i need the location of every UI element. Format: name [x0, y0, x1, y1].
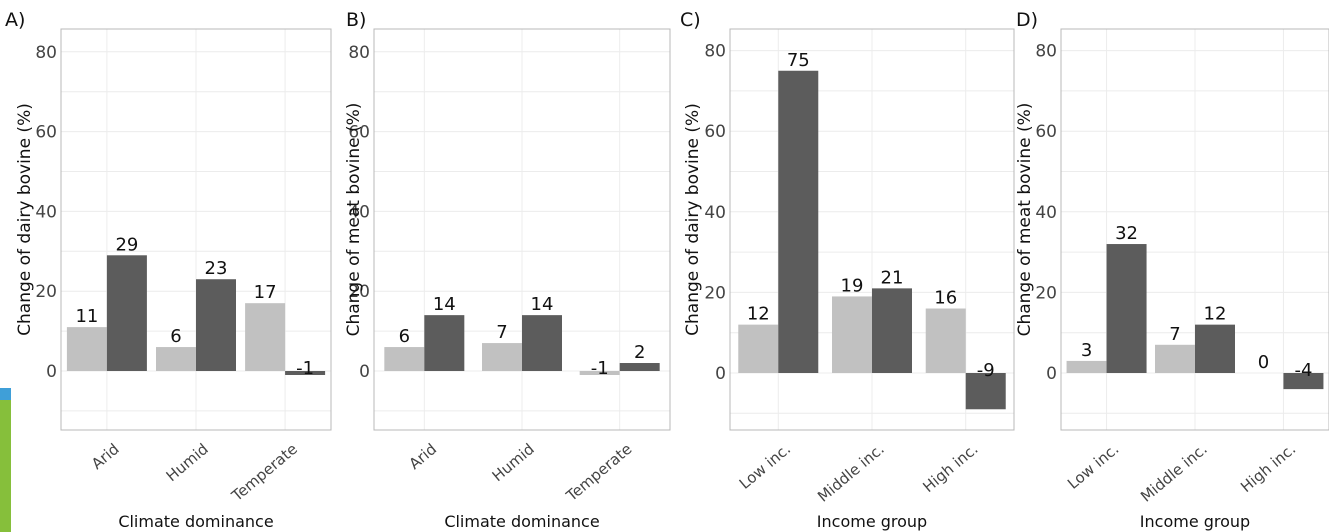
- bar: [579, 371, 620, 375]
- bar: [832, 296, 872, 373]
- data-label: -9: [977, 360, 995, 381]
- y-tick-label: 60: [348, 123, 370, 143]
- bar: [245, 303, 286, 371]
- panel-label: B): [346, 9, 366, 31]
- data-label: 19: [841, 275, 864, 296]
- x-tick-label: High inc.: [919, 440, 981, 496]
- data-label: 75: [787, 50, 810, 71]
- y-tick-label: 80: [704, 42, 726, 62]
- data-label: 14: [433, 294, 456, 315]
- bar: [778, 70, 819, 373]
- bar: [1066, 360, 1107, 373]
- bar: [482, 343, 522, 371]
- bar: [66, 327, 107, 371]
- y-tick-label: 0: [46, 362, 57, 382]
- x-tick-label: Temperate: [227, 440, 300, 506]
- data-label: 11: [75, 306, 98, 327]
- y-tick-label: 20: [35, 282, 57, 302]
- data-label: 0: [1258, 352, 1269, 373]
- data-label: 29: [115, 234, 138, 255]
- y-tick-label: 80: [348, 43, 370, 63]
- bar: [196, 279, 236, 371]
- bar: [738, 324, 779, 373]
- data-label: 21: [881, 267, 904, 288]
- data-label: 23: [205, 258, 228, 279]
- panel-label: A): [5, 9, 25, 31]
- y-tick-label: 60: [1035, 122, 1057, 142]
- data-label: 6: [399, 326, 410, 347]
- y-axis-label: Change of meat bovine (%): [344, 103, 364, 337]
- x-axis-label: Income group: [817, 512, 927, 531]
- data-label: 16: [934, 288, 957, 309]
- panel-label: D): [1016, 9, 1038, 31]
- bar: [1106, 244, 1147, 373]
- bar: [619, 363, 660, 371]
- y-tick-label: 80: [35, 43, 57, 63]
- x-tick-label: Arid: [88, 440, 123, 473]
- data-label: 14: [531, 294, 554, 315]
- data-label: 7: [1169, 324, 1180, 345]
- bar: [106, 255, 147, 371]
- data-label: 32: [1115, 223, 1138, 244]
- y-tick-label: 20: [348, 282, 370, 302]
- y-tick-label: 20: [1035, 283, 1057, 303]
- plot-frame: [60, 28, 332, 431]
- x-axis-label: Climate dominance: [118, 512, 273, 531]
- data-label: -1: [591, 358, 609, 379]
- plot-frame: [1060, 28, 1329, 431]
- y-tick-label: 60: [35, 123, 57, 143]
- x-tick-label: Temperate: [562, 440, 635, 506]
- x-axis-label: Income group: [1140, 512, 1250, 531]
- bar: [1155, 344, 1195, 373]
- x-tick-label: Arid: [405, 440, 440, 473]
- x-tick-label: Middle inc.: [1137, 440, 1211, 506]
- data-label: 17: [254, 282, 277, 303]
- x-tick-label: High inc.: [1237, 440, 1299, 496]
- x-axis-label: Climate dominance: [444, 512, 599, 531]
- y-axis-label: Change of meat bovine (%): [1015, 103, 1035, 337]
- bar: [285, 371, 326, 375]
- data-label: 3: [1081, 340, 1092, 361]
- x-tick-label: Low inc.: [1064, 440, 1122, 493]
- bar: [156, 347, 196, 371]
- data-label: -4: [1294, 360, 1312, 381]
- x-tick-label: Humid: [163, 440, 212, 485]
- y-tick-label: 40: [1035, 203, 1057, 223]
- panel-label: C): [680, 9, 701, 31]
- bar: [522, 315, 562, 371]
- bar: [1195, 324, 1235, 373]
- data-label: 12: [1204, 304, 1227, 325]
- y-tick-label: 0: [359, 362, 370, 382]
- x-tick-label: Low inc.: [736, 440, 794, 493]
- bar: [1283, 373, 1324, 390]
- y-tick-label: 0: [715, 364, 726, 384]
- y-tick-label: 20: [704, 283, 726, 303]
- y-axis-label: Change of dairy bovine (%): [15, 103, 35, 336]
- data-label: 12: [747, 304, 770, 325]
- bar: [384, 347, 425, 371]
- bar: [965, 373, 1006, 410]
- bar: [925, 308, 966, 373]
- x-tick-label: Humid: [489, 440, 538, 485]
- plot-frame: [729, 28, 1015, 431]
- y-tick-label: 40: [348, 202, 370, 222]
- data-label: -1: [296, 358, 314, 379]
- x-tick-label: Middle inc.: [814, 440, 888, 506]
- data-label: 6: [170, 326, 181, 347]
- y-axis-label: Change of dairy bovine (%): [683, 103, 703, 336]
- y-tick-label: 40: [35, 202, 57, 222]
- decorative-green-strip: [0, 400, 11, 532]
- bar: [872, 288, 912, 373]
- bar: [424, 315, 465, 371]
- data-label: 2: [634, 342, 645, 363]
- y-tick-label: 60: [704, 122, 726, 142]
- plot-frame: [373, 28, 671, 431]
- data-label: 7: [496, 322, 507, 343]
- y-tick-label: 40: [704, 203, 726, 223]
- decorative-blue-strip: [0, 388, 11, 410]
- y-tick-label: 80: [1035, 42, 1057, 62]
- y-tick-label: 0: [1046, 364, 1057, 384]
